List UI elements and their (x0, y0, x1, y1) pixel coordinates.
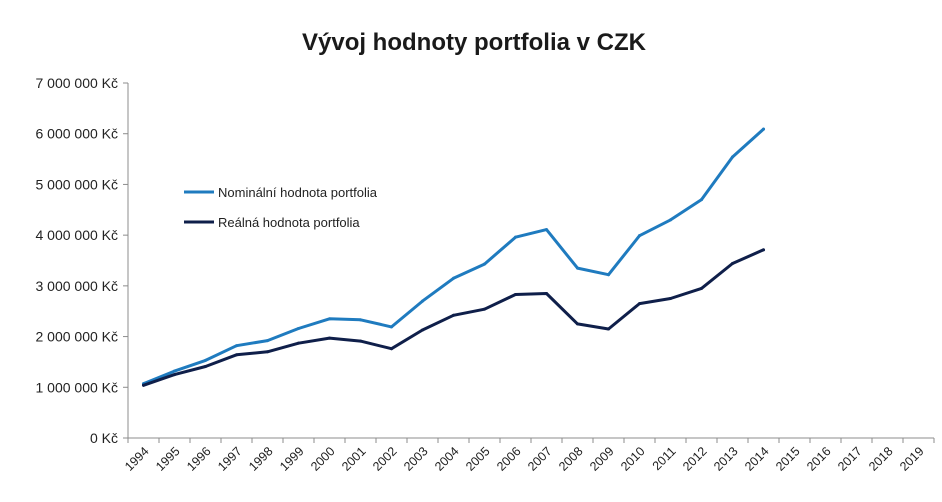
x-tick-label: 2013 (711, 444, 741, 474)
data-point (452, 313, 455, 317)
y-tick-label: 3 000 000 Kč (35, 278, 118, 294)
data-point (514, 292, 517, 296)
x-tick-label: 2014 (742, 444, 772, 474)
data-point (390, 347, 393, 351)
data-point (731, 262, 734, 266)
series-layer (142, 127, 765, 387)
legend-label: Nominální hodnota portfolia (218, 185, 378, 200)
data-point (421, 328, 424, 332)
data-point (638, 234, 641, 238)
data-point (514, 235, 517, 239)
data-point (545, 228, 548, 232)
x-tick-label: 1995 (153, 444, 183, 474)
x-tick-label: 1998 (246, 444, 276, 474)
data-point (359, 318, 362, 322)
x-tick-label: 2009 (587, 444, 617, 474)
data-point (576, 322, 579, 326)
x-tick-label: 2001 (339, 444, 369, 474)
x-tick-label: 1999 (277, 444, 307, 474)
data-point (700, 286, 703, 290)
data-point (576, 266, 579, 270)
data-point (638, 302, 641, 306)
x-tick-label: 2015 (773, 444, 803, 474)
x-tick-label: 2006 (494, 444, 524, 474)
data-point (173, 369, 176, 373)
y-tick-label: 6 000 000 Kč (35, 126, 118, 142)
x-tick-label: 2011 (650, 444, 679, 473)
data-point (762, 248, 765, 252)
legend-label: Reálná hodnota portfolia (218, 215, 360, 230)
x-axis: 1994 1995 1996 1997 1998 1999 2000 2001 2002 2003… (122, 437, 935, 474)
x-tick-label: 2008 (556, 444, 586, 474)
data-point (483, 262, 486, 266)
data-point (235, 344, 238, 348)
x-tick-label: 2005 (463, 444, 493, 474)
data-point (607, 273, 610, 277)
data-point (266, 339, 269, 343)
data-point (545, 291, 548, 295)
series-line-2 (142, 248, 765, 387)
y-tick-label: 2 000 000 Kč (35, 329, 118, 345)
x-tick-label: 2012 (680, 444, 710, 474)
y-tick-label: 7 000 000 Kč (35, 75, 118, 91)
data-point (421, 299, 424, 303)
data-point (142, 383, 145, 387)
data-point (700, 198, 703, 202)
data-point (669, 218, 672, 222)
x-tick-label: 2017 (835, 444, 865, 474)
data-point (204, 364, 207, 368)
chart-title: Vývoj hodnoty portfolia v CZK (302, 29, 647, 56)
y-tick-label: 4 000 000 Kč (35, 227, 118, 243)
x-tick-label: 2004 (432, 444, 462, 474)
data-point (762, 127, 765, 131)
data-point (328, 336, 331, 340)
data-point (359, 339, 362, 343)
x-tick-label: 2007 (525, 444, 555, 474)
y-tick-label: 1 000 000 Kč (35, 379, 118, 395)
data-point (483, 307, 486, 311)
y-tick-label: 5 000 000 Kč (35, 176, 118, 192)
data-point (328, 317, 331, 321)
x-tick-label: 2016 (804, 444, 834, 474)
data-point (266, 350, 269, 354)
y-axis: 0 Kč 1 000 000 Kč 2 000 000 Kč 3 000 000 Kč… (35, 75, 129, 446)
x-tick-label: 2002 (370, 444, 400, 474)
x-tick-label: 2000 (308, 444, 338, 474)
data-point (731, 155, 734, 159)
x-tick-label: 1994 (122, 444, 152, 474)
data-point (607, 327, 610, 331)
y-tick-label: 0 Kč (90, 430, 118, 446)
x-tick-label: 2003 (401, 444, 431, 474)
x-tick-label: 2018 (866, 444, 896, 474)
data-point (235, 353, 238, 357)
legend: Nominální hodnota portfolia Reálná hodnot… (184, 185, 378, 230)
data-point (669, 297, 672, 301)
data-point (173, 373, 176, 377)
x-tick-label: 2010 (618, 444, 648, 474)
data-point (390, 325, 393, 329)
data-point (297, 326, 300, 330)
data-point (297, 341, 300, 345)
x-tick-label: 1996 (184, 444, 214, 474)
data-point (204, 358, 207, 362)
x-tick-label: 2019 (897, 444, 927, 474)
data-point (452, 276, 455, 280)
x-tick-label: 1997 (215, 444, 245, 474)
